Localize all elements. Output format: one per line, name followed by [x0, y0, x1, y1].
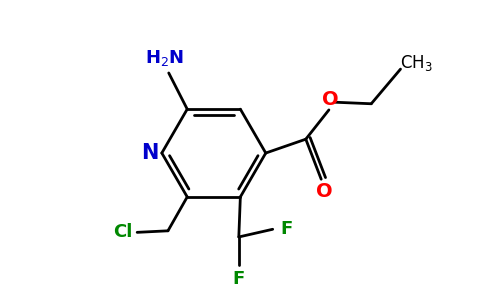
Text: F: F — [233, 270, 245, 287]
Text: O: O — [316, 182, 333, 201]
Text: O: O — [322, 90, 339, 110]
Text: H$_2$N: H$_2$N — [145, 48, 184, 68]
Text: F: F — [280, 220, 293, 238]
Text: Cl: Cl — [114, 223, 133, 241]
Text: N: N — [141, 143, 158, 163]
Text: CH$_3$: CH$_3$ — [399, 53, 432, 73]
